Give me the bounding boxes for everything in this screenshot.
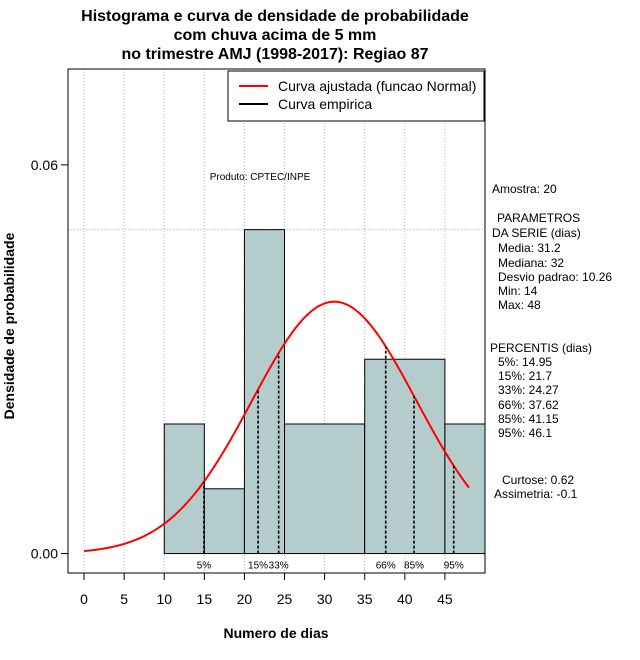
normal-fit-curve (83, 300, 470, 553)
legend-label-empirical: Curva empirica (278, 96, 372, 112)
x-axis: 0 5 10 15 20 25 30 35 40 45 (80, 572, 453, 607)
x-tick-label: 25 (277, 591, 293, 607)
chart-title-line-1: Histograma e curva de densidade de proba… (81, 8, 469, 25)
histogram-bar (444, 423, 486, 555)
histogram-bar (203, 488, 245, 555)
percentil-95: 95%: 46.1 (498, 426, 552, 440)
x-tick-label: 40 (397, 591, 413, 607)
percentile-label: 85% (404, 561, 424, 572)
percentile-label: 15% (248, 561, 268, 572)
percentil-33: 33%: 24.27 (498, 383, 559, 397)
chart-title-line-2: com chuva acima de 5 mm (174, 27, 377, 44)
histogram-bar (284, 423, 366, 555)
x-tick-label: 10 (156, 591, 172, 607)
x-tick-label: 35 (357, 591, 373, 607)
y-tick-label: 0.00 (31, 546, 58, 562)
x-tick-label: 0 (80, 591, 88, 607)
param-min: Min: 14 (498, 284, 538, 298)
bars-layer (163, 229, 486, 555)
x-tick-label: 15 (197, 591, 213, 607)
param-media: Media: 31.2 (498, 241, 561, 255)
legend-box (227, 70, 485, 122)
percentile-label: 66% (376, 561, 396, 572)
chart-title-line-3: no trimestre AMJ (1998-2017): Regiao 87 (121, 46, 428, 63)
assimetria: Assimetria: -0.1 (494, 487, 578, 501)
params-title-2: DA SERIE (dias) (492, 226, 581, 240)
histogram-bar (243, 229, 286, 555)
y-axis: 0.00 0.06 (31, 157, 69, 562)
x-tick-label: 5 (120, 591, 128, 607)
percentil-5: 5%: 14.95 (498, 355, 552, 369)
side-panel: Amostra: 20 PARAMETROS DA SERIE (dias) M… (490, 182, 612, 501)
percentil-66: 66%: 37.62 (498, 398, 559, 412)
param-desvio: Desvio padrao: 10.26 (498, 270, 612, 284)
percentis-title: PERCENTIS (dias) (490, 341, 592, 355)
product-annotation: Produto: CPTEC/INPE (210, 172, 311, 183)
percentile-label: 95% (444, 561, 464, 572)
percentil-85: 85%: 41.15 (498, 412, 559, 426)
x-tick-label: 45 (437, 591, 453, 607)
percentile-label: 5% (197, 561, 212, 572)
y-axis-title: Densidade de probabilidade (1, 232, 17, 419)
x-axis-title: Numero de dias (223, 625, 328, 641)
curtose: Curtose: 0.62 (502, 473, 574, 487)
param-mediana: Mediana: 32 (498, 256, 564, 270)
legend-label-fit: Curva ajustada (funcao Normal) (278, 78, 476, 94)
params-title-1: PARAMETROS (497, 211, 580, 225)
legend: Curva ajustada (funcao Normal) Curva emp… (227, 70, 485, 122)
y-tick-label: 0.06 (31, 157, 58, 173)
x-tick-label: 30 (317, 591, 333, 607)
curve-layer (83, 300, 470, 553)
histogram-bar (364, 358, 446, 555)
percentil-15: 15%: 21.7 (498, 369, 552, 383)
percentile-layer: 5% 15% 33% 66% 85% 95% (197, 346, 464, 572)
percentile-label: 33% (269, 561, 289, 572)
x-tick-label: 20 (237, 591, 253, 607)
sample-size: Amostra: 20 (492, 182, 557, 196)
param-max: Max: 48 (498, 298, 541, 312)
